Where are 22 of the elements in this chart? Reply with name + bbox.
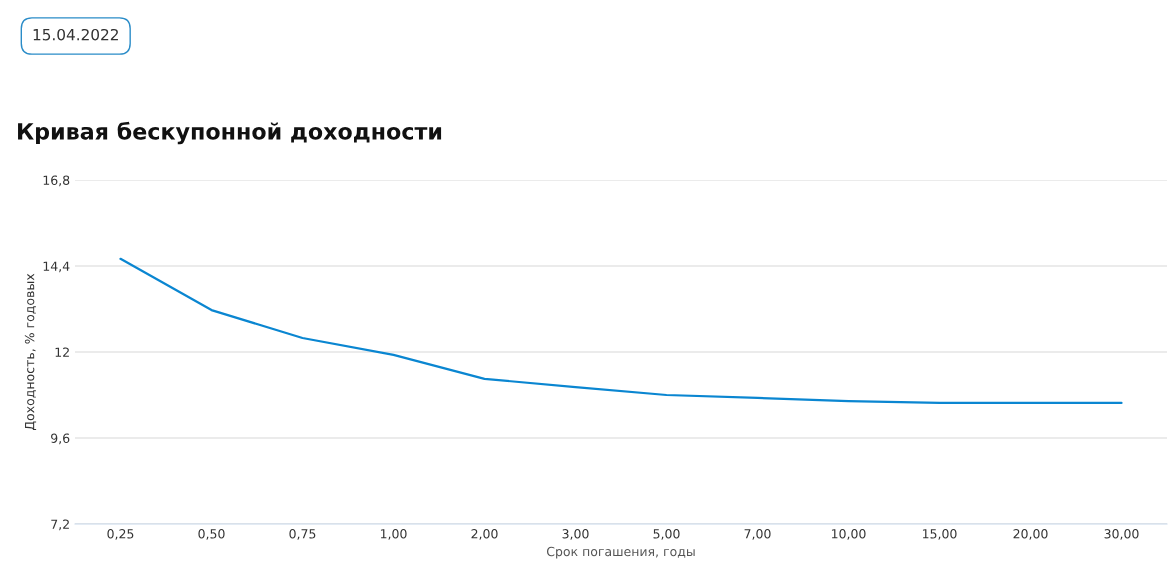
x-tick-label: 5,00 bbox=[653, 529, 680, 540]
y-tick-label: 14,4 bbox=[43, 261, 70, 273]
line-series bbox=[119, 257, 1123, 404]
x-tick-label: 2,00 bbox=[471, 529, 498, 540]
x-tick-label: 10,00 bbox=[831, 529, 866, 540]
x-tick-label: 0,25 bbox=[107, 529, 134, 540]
y-tick-label: 16,8 bbox=[43, 175, 70, 187]
text: 15.04.2022 bbox=[33, 28, 118, 41]
x-tick-label: 7,00 bbox=[744, 529, 771, 540]
x-tick-label: 1,00 bbox=[380, 529, 407, 540]
y-tick-label: 12 bbox=[55, 347, 69, 357]
x-tick-label: 0,75 bbox=[289, 529, 316, 540]
y-tick-label: 9,6 bbox=[51, 433, 70, 445]
x-tick-label: 3,00 bbox=[562, 529, 589, 540]
x-tick-label: 30,00 bbox=[1104, 529, 1139, 540]
x-axis-title: Срок погашения, годы bbox=[546, 546, 695, 559]
x-tick-label: 15,00 bbox=[922, 529, 957, 540]
x-tick-label: 20,00 bbox=[1013, 529, 1048, 540]
chart-title: Кривая бескупонной доходности bbox=[18, 121, 442, 145]
x-tick-label: 0,50 bbox=[198, 529, 225, 540]
y-tick-label: 7,2 bbox=[51, 519, 69, 531]
y-axis-title: Доходность, % годовых bbox=[24, 273, 37, 431]
